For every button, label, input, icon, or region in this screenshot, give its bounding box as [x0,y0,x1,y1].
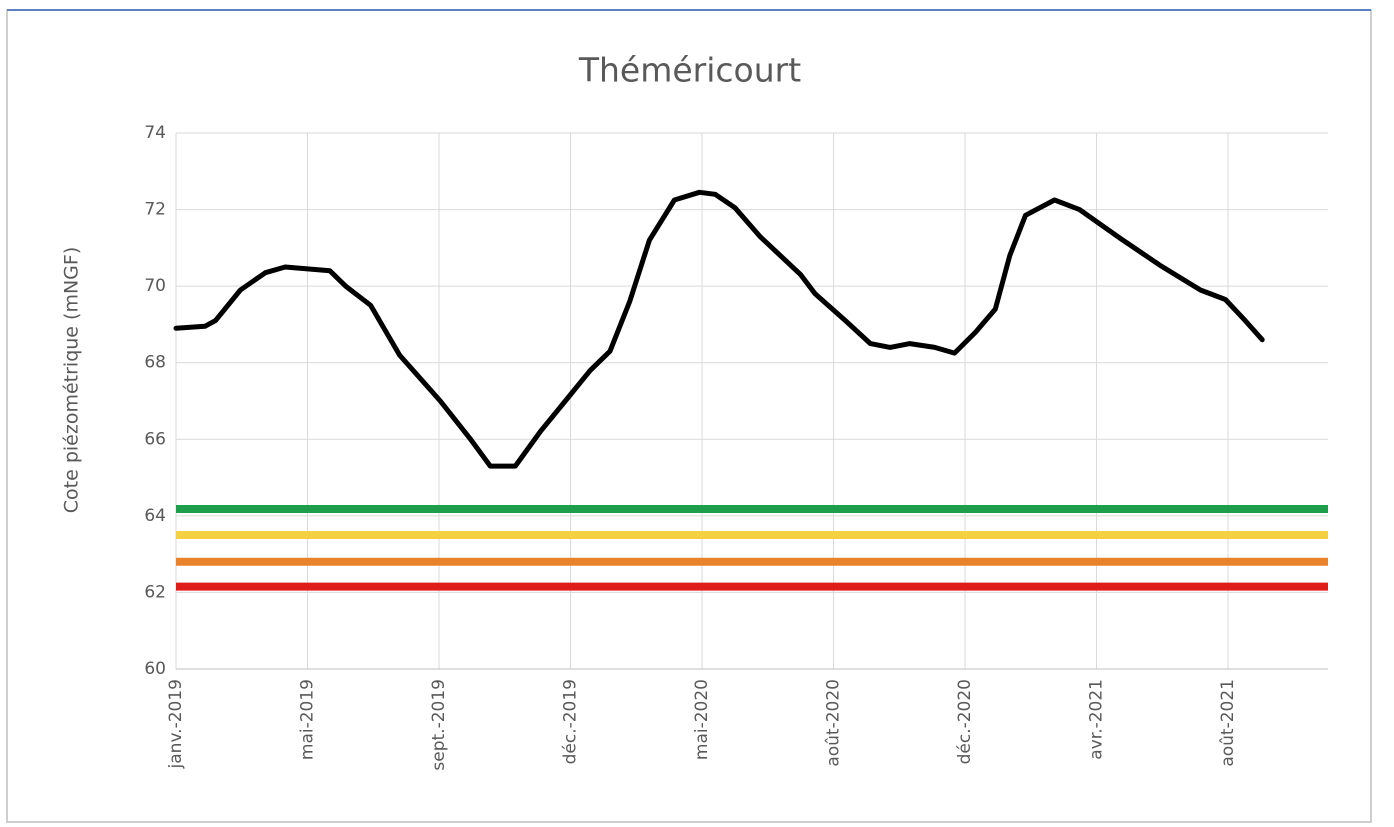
x-tick-label: mai-2019 [298,679,318,760]
y-tick-label: 72 [144,200,166,220]
y-tick-label: 74 [144,123,166,143]
x-tick-label: août-2021 [1218,679,1238,767]
data-line [173,189,1265,469]
y-axis-label: Cote piézométrique (mNGF) [61,247,83,513]
x-tick-label: mai-2020 [692,679,712,760]
y-tick-label: 60 [144,659,166,679]
y-tick-label: 64 [144,506,166,526]
y-tick-label: 62 [144,582,166,602]
x-tick-label: janv.-2019 [166,679,186,769]
y-tick-label: 68 [144,353,166,373]
chart-title: Théméricourt [578,51,801,90]
y-tick-label: 70 [144,276,166,296]
chart-frame [6,9,1372,823]
x-tick-label: août-2020 [824,679,844,767]
x-tick-label: avr.-2021 [1087,679,1107,760]
x-tick-label: déc.-2019 [561,679,581,764]
y-tick-label: 66 [144,429,166,449]
x-tick-label: déc.-2020 [955,679,975,764]
x-tick-label: sept.-2019 [429,679,449,771]
